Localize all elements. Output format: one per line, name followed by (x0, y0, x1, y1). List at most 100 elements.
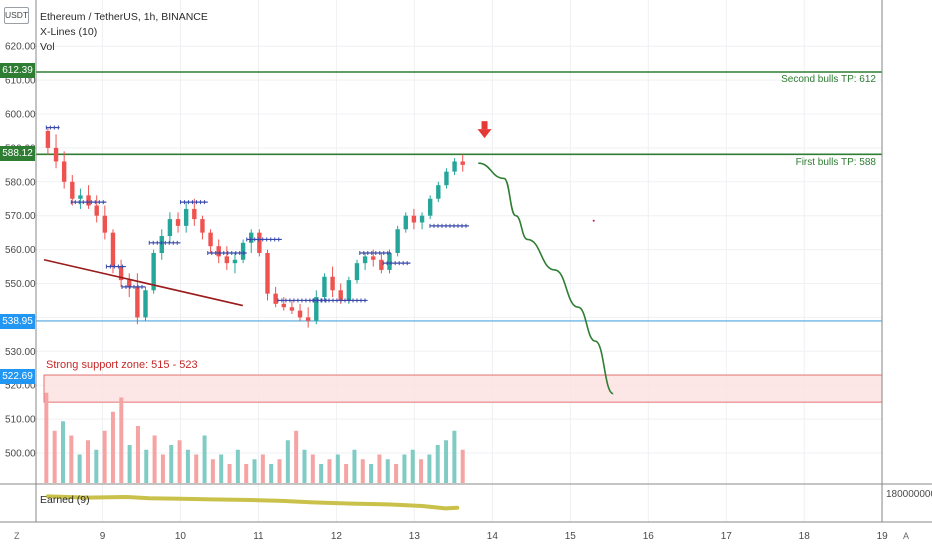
candle-body (118, 266, 124, 281)
candle-body (53, 147, 59, 162)
marker-dot (592, 219, 595, 222)
volume-bar (460, 449, 465, 483)
y-tick-label: 560.00 (5, 245, 36, 256)
volume-bar (135, 426, 140, 483)
volume-bar (102, 430, 107, 483)
indicator-volume[interactable]: Vol (40, 41, 55, 53)
volume-bar (360, 459, 365, 483)
x-tick-label: 11 (253, 531, 264, 542)
candle-body (208, 232, 213, 247)
volume-bar (260, 454, 265, 483)
x-tick-label: 12 (331, 531, 343, 542)
candle-body (200, 219, 205, 233)
candle-body (78, 195, 83, 199)
volume-bar (210, 459, 215, 483)
volume-bar (335, 454, 340, 483)
candle-body (427, 198, 433, 216)
candle-body (175, 219, 181, 226)
volume-bar (94, 449, 99, 483)
volume-bar (202, 435, 207, 483)
earned-axis-value: 1800000000 (886, 489, 932, 500)
x-tick-label: 16 (643, 531, 655, 542)
candle-body (265, 252, 270, 294)
volume-bar (77, 454, 82, 483)
second-tp-label: Second bulls TP: 612 (781, 74, 876, 85)
volume-bar (427, 454, 432, 483)
x-tick-label: 13 (409, 531, 421, 542)
candle-body (70, 181, 75, 199)
indicator-xlines[interactable]: X-Lines (10) (40, 26, 98, 38)
y-tick-label: 510.00 (5, 415, 36, 426)
volume-bar (244, 464, 249, 483)
candle-body (338, 290, 343, 301)
candle-body (354, 263, 360, 281)
candle-body (94, 205, 99, 216)
volume-bar (277, 459, 282, 483)
candle-body (45, 130, 51, 148)
volume-bar (52, 430, 57, 483)
volume-bar (110, 411, 115, 483)
trendline (43, 258, 244, 307)
y-tick-label: 500.00 (5, 449, 36, 460)
candle-body (395, 229, 400, 253)
volume-bar (144, 449, 149, 483)
volume-bar (169, 445, 174, 483)
volume-bar (194, 454, 199, 483)
candle-body (167, 219, 173, 237)
y-tick-label: 520.00 (5, 381, 36, 392)
volume-bar (319, 464, 324, 483)
x-tick-label: 10 (175, 531, 187, 542)
candle-body (249, 232, 254, 243)
earned-indicator-label[interactable]: Earned (9) (40, 494, 90, 506)
volume-bar (327, 459, 332, 483)
candle-body (110, 232, 116, 267)
candle-body (305, 317, 311, 321)
volume-bar (310, 454, 315, 483)
candle-body (314, 297, 319, 321)
volume-bar (402, 454, 407, 483)
symbol-title[interactable]: Ethereum / TetherUS, 1h, BINANCE (40, 11, 208, 23)
volume-bar (344, 464, 349, 483)
volume-bar (385, 459, 390, 483)
candle-body (183, 208, 189, 226)
candle-body (444, 171, 449, 186)
candle-body (436, 185, 441, 199)
candle-body (371, 256, 376, 260)
volume-bar (410, 449, 415, 483)
candle-body (192, 208, 197, 220)
x-tick-label: 17 (721, 531, 733, 542)
volume-bar (294, 430, 299, 483)
volume-bar (69, 435, 74, 483)
volume-bar (352, 449, 357, 483)
price-tag-second-tp: 612.39 (0, 63, 35, 78)
candle-body (273, 293, 278, 304)
auto-scale-icon[interactable]: A (903, 531, 910, 541)
volume-bar (419, 459, 424, 483)
volume-bar (285, 440, 290, 483)
volume-bar (85, 440, 90, 483)
volume-bar (444, 440, 449, 483)
candle-body (232, 259, 238, 264)
candle-body (289, 307, 295, 311)
currency-label[interactable]: USDT (4, 7, 29, 24)
candle-body (403, 215, 408, 230)
volume-bar (119, 397, 124, 483)
y-tick-label: 620.00 (5, 42, 36, 53)
volume-bar (252, 459, 257, 483)
y-tick-label: 610.00 (5, 76, 36, 87)
volume-bar (152, 435, 157, 483)
price-tag-zone-top: 522.69 (0, 369, 35, 384)
zoom-icon[interactable]: Z (14, 531, 20, 541)
candle-body (330, 276, 335, 291)
candle-body (460, 161, 465, 165)
volume-bar (302, 449, 307, 483)
volume-bar (227, 464, 232, 483)
x-tick-label: 15 (565, 531, 577, 542)
candle-body (127, 280, 132, 287)
y-tick-label: 580.00 (5, 177, 36, 188)
earned-line (45, 494, 460, 511)
candle-body (102, 215, 108, 233)
volume-bar (177, 440, 182, 483)
